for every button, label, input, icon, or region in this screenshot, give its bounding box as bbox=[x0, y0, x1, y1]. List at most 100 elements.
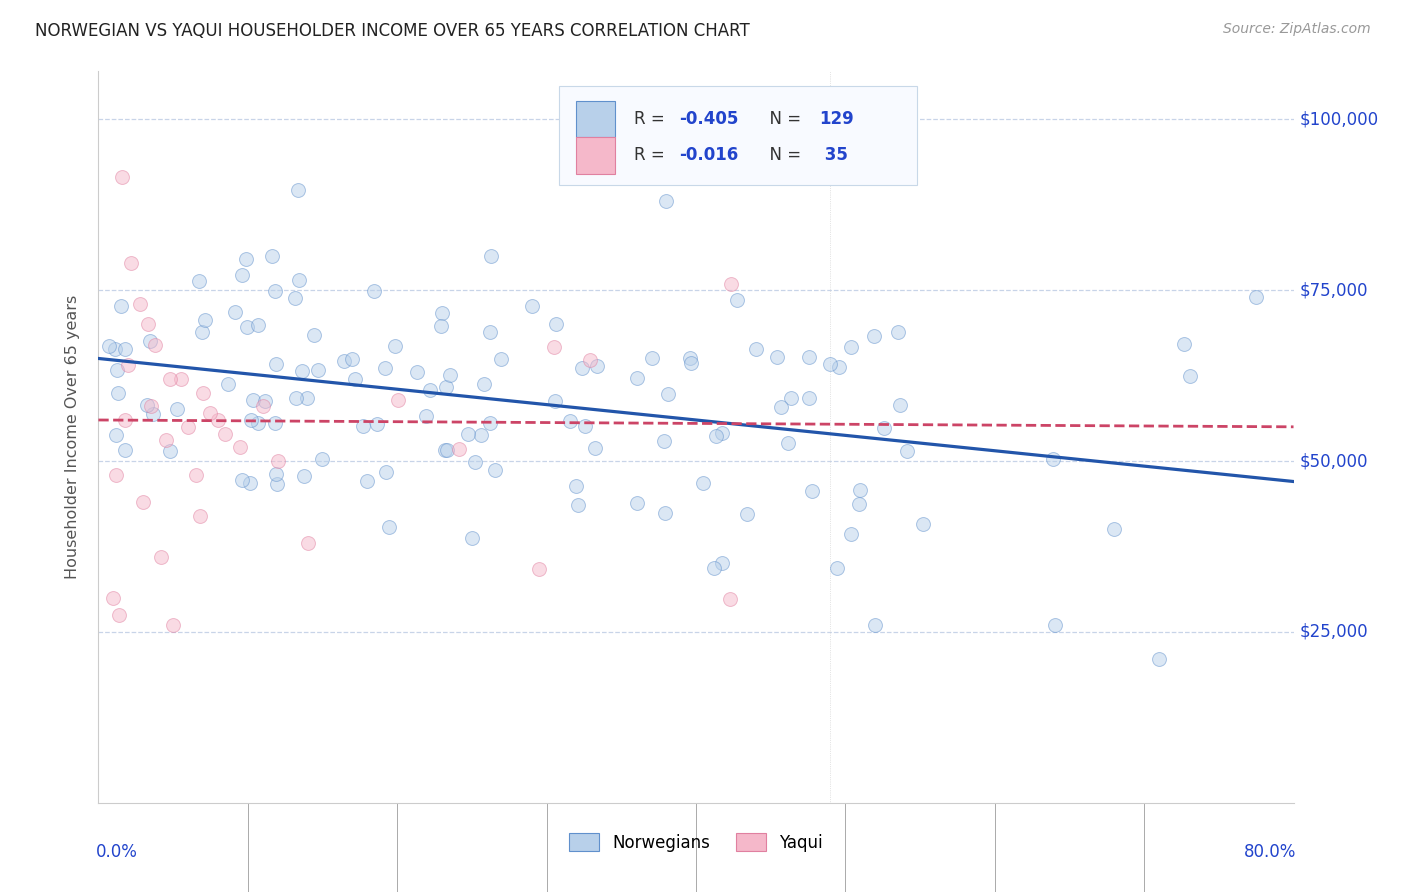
Point bbox=[235, 252, 257, 266]
Text: R =: R = bbox=[634, 110, 669, 128]
Point bbox=[129, 297, 152, 311]
Point bbox=[873, 421, 896, 435]
Point bbox=[214, 426, 236, 441]
Point bbox=[285, 391, 308, 405]
Point bbox=[384, 339, 406, 353]
Point bbox=[159, 372, 181, 386]
Point bbox=[911, 516, 934, 531]
Y-axis label: Householder Income Over 65 years: Householder Income Over 65 years bbox=[65, 295, 80, 579]
Text: -0.016: -0.016 bbox=[679, 146, 738, 164]
Point bbox=[654, 434, 676, 448]
Point bbox=[710, 426, 733, 441]
Point bbox=[284, 291, 307, 305]
Point bbox=[291, 363, 314, 377]
Point bbox=[447, 442, 470, 456]
Point bbox=[887, 325, 910, 339]
Point bbox=[224, 305, 246, 319]
Bar bbox=[576, 101, 614, 137]
Point bbox=[520, 299, 543, 313]
Point bbox=[718, 591, 741, 606]
Point bbox=[114, 442, 136, 457]
Point bbox=[246, 416, 269, 430]
Point bbox=[162, 618, 184, 632]
Point bbox=[166, 402, 188, 417]
Text: 80.0%: 80.0% bbox=[1243, 843, 1296, 861]
Point bbox=[745, 343, 768, 357]
Point bbox=[571, 361, 593, 376]
Point bbox=[406, 365, 429, 379]
Point bbox=[828, 359, 851, 374]
Point bbox=[191, 325, 214, 339]
Point bbox=[429, 319, 451, 334]
Point bbox=[1244, 290, 1267, 304]
Point bbox=[143, 338, 166, 352]
Point bbox=[583, 441, 606, 455]
Point bbox=[626, 495, 648, 509]
Point bbox=[104, 342, 127, 356]
Point bbox=[340, 352, 363, 367]
Point bbox=[254, 393, 277, 408]
Text: $25,000: $25,000 bbox=[1299, 623, 1368, 641]
Point bbox=[264, 284, 287, 298]
Point bbox=[641, 351, 664, 365]
Point bbox=[735, 508, 758, 522]
Point bbox=[231, 473, 253, 487]
Point bbox=[1043, 618, 1066, 632]
Point bbox=[472, 376, 495, 391]
Point bbox=[544, 393, 567, 408]
Point bbox=[491, 351, 513, 366]
Point bbox=[111, 170, 134, 185]
Text: R =: R = bbox=[634, 146, 669, 164]
Point bbox=[267, 454, 290, 468]
Point bbox=[863, 328, 886, 343]
Point bbox=[655, 194, 678, 209]
Point bbox=[434, 380, 457, 394]
Point bbox=[207, 413, 229, 427]
Point bbox=[654, 506, 676, 520]
Point bbox=[586, 359, 609, 373]
Point bbox=[114, 413, 136, 427]
FancyBboxPatch shape bbox=[558, 86, 917, 185]
Point bbox=[142, 407, 165, 421]
Point bbox=[139, 400, 162, 414]
Point bbox=[107, 385, 129, 400]
Point bbox=[239, 413, 262, 427]
Point bbox=[239, 475, 262, 490]
Point bbox=[120, 256, 142, 270]
Point bbox=[889, 398, 911, 412]
Point bbox=[105, 363, 128, 377]
Point bbox=[188, 274, 211, 288]
Point bbox=[527, 561, 550, 575]
Point bbox=[103, 591, 125, 605]
Point bbox=[242, 392, 264, 407]
Point bbox=[288, 272, 311, 286]
Point bbox=[439, 368, 461, 383]
Point bbox=[217, 377, 239, 392]
Point bbox=[415, 409, 437, 423]
Point bbox=[470, 428, 492, 442]
Point bbox=[1104, 522, 1126, 536]
Text: 0.0%: 0.0% bbox=[96, 843, 138, 861]
Point bbox=[433, 443, 456, 458]
Point bbox=[839, 340, 862, 354]
Point bbox=[307, 363, 329, 377]
Point bbox=[725, 293, 748, 307]
Point bbox=[478, 325, 501, 339]
Point bbox=[461, 531, 484, 545]
Point bbox=[484, 463, 506, 477]
Text: N =: N = bbox=[759, 110, 807, 128]
Point bbox=[235, 320, 257, 334]
Point bbox=[287, 183, 309, 197]
Point bbox=[797, 391, 820, 405]
Point bbox=[543, 340, 565, 354]
Point bbox=[544, 318, 567, 332]
Point bbox=[117, 359, 139, 373]
Point bbox=[155, 434, 177, 448]
Point bbox=[419, 383, 441, 397]
Point bbox=[114, 342, 136, 356]
Point bbox=[479, 249, 502, 263]
Point bbox=[150, 549, 173, 564]
Point bbox=[839, 526, 862, 541]
Point bbox=[574, 418, 596, 433]
Point bbox=[848, 497, 870, 511]
